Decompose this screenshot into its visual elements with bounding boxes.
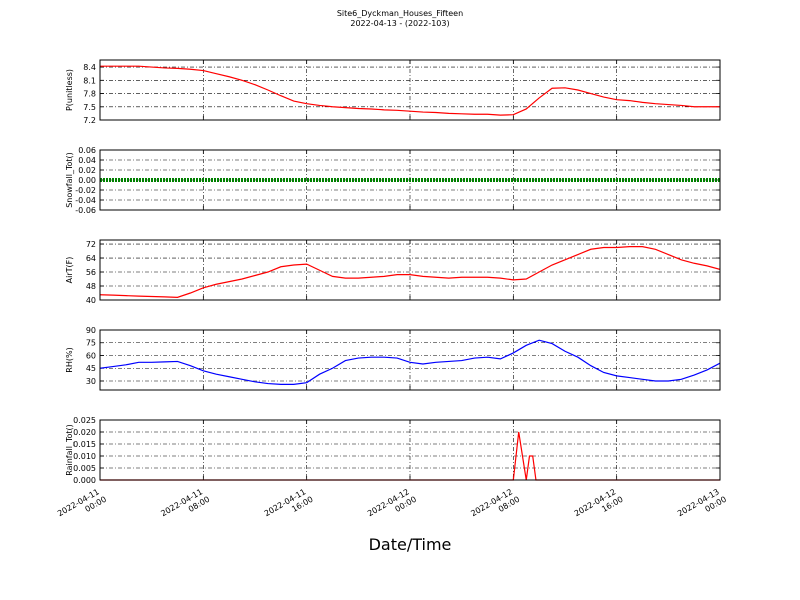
y-tick-label: -0.04 [75, 196, 96, 205]
y-tick-label: 45 [86, 364, 96, 373]
y-tick-label: 0.010 [73, 452, 96, 461]
y-tick-label: 0.02 [78, 166, 96, 175]
y-tick-label: -0.06 [75, 206, 96, 215]
y-tick-label: 60 [86, 351, 96, 360]
y-tick-label: 7.8 [83, 90, 96, 99]
y-tick-label: 0.020 [73, 428, 96, 437]
y-tick-label: 8.1 [83, 76, 96, 85]
y-axis-label: AirT(F) [65, 257, 74, 284]
y-tick-label: 8.4 [83, 63, 96, 72]
y-tick-label: 90 [86, 326, 96, 335]
y-tick-label: 0.00 [78, 176, 96, 185]
y-tick-label: 56 [86, 268, 96, 277]
y-tick-label: 48 [86, 282, 96, 291]
y-axis-label: RH(%) [65, 347, 74, 372]
y-tick-label: 0.06 [78, 146, 96, 155]
y-axis-label: Snowfall_Tot() [65, 152, 74, 208]
y-axis-label: P(unitless) [65, 69, 74, 111]
y-tick-label: 0.04 [78, 156, 96, 165]
y-tick-label: 40 [86, 296, 96, 305]
y-tick-label: 64 [86, 254, 96, 263]
axes-frame [99, 329, 721, 391]
data-line [100, 246, 720, 298]
subtitle: 2022-04-13 - (2022-103) [350, 19, 449, 28]
y-tick-label: 0.000 [73, 476, 96, 485]
y-tick-label: 72 [86, 240, 96, 249]
x-axis-label: Date/Time [369, 535, 452, 554]
axes-frame [99, 419, 721, 481]
y-tick-label: 0.005 [73, 464, 96, 473]
data-line [100, 65, 720, 116]
axes-frame [99, 149, 721, 211]
y-tick-label: 75 [86, 339, 96, 348]
y-tick-label: 0.025 [73, 416, 96, 425]
title: Site6_Dyckman_Houses_Fifteen [337, 9, 463, 18]
y-tick-label: 7.2 [83, 116, 96, 125]
axes-frame [99, 239, 721, 301]
y-tick-label: 7.5 [83, 103, 96, 112]
data-line [100, 431, 720, 481]
y-tick-label: 0.015 [73, 440, 96, 449]
data-line [100, 339, 720, 385]
y-axis-label: Rainfall_Tot() [65, 424, 74, 476]
axes-frame [99, 59, 721, 121]
y-tick-label: 30 [86, 377, 96, 386]
y-tick-label: -0.02 [75, 186, 96, 195]
